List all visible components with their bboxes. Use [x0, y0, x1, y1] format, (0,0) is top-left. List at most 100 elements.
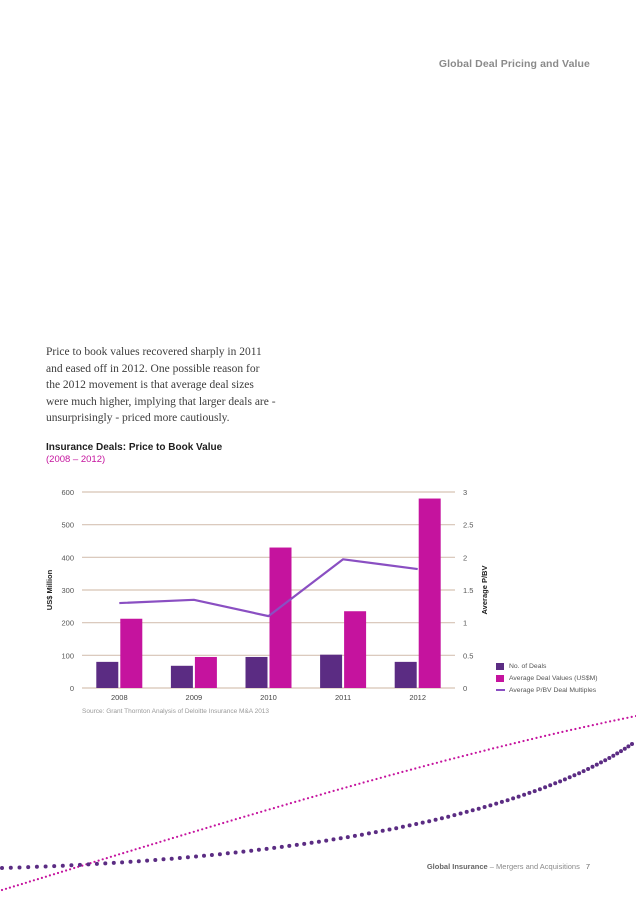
- y-tick-label: 100: [61, 651, 74, 660]
- purple-decorative-dot: [264, 846, 269, 851]
- purple-decorative-dot: [103, 861, 108, 866]
- pink-decorative-dot: [591, 724, 594, 727]
- purple-decorative-dot: [630, 742, 634, 746]
- purple-decorative-dot: [136, 859, 141, 864]
- purple-decorative-dot: [488, 803, 493, 808]
- purple-decorative-dot: [548, 783, 553, 788]
- purple-decorative-dot: [470, 808, 475, 813]
- bar-average-deal-value: [344, 611, 367, 688]
- pink-decorative-dot: [180, 834, 183, 837]
- pink-decorative-dot: [209, 825, 212, 828]
- pink-decorative-dot: [440, 760, 443, 763]
- y-tick-label: 0: [70, 684, 74, 693]
- pink-decorative-dot: [513, 742, 516, 745]
- pink-decorative-dot: [336, 788, 339, 791]
- pink-decorative-dot: [414, 767, 417, 770]
- pink-decorative-dot: [146, 844, 150, 847]
- pink-decorative-dot: [48, 874, 52, 877]
- page-header-title: Global Deal Pricing and Value: [438, 58, 590, 70]
- y2-tick-label: 0: [463, 684, 467, 693]
- pink-decorative-dot: [69, 868, 72, 871]
- legend-swatch-values: [496, 674, 504, 682]
- pink-decorative-dot: [552, 732, 555, 736]
- pink-decorative-dot: [600, 722, 603, 725]
- purple-decorative-dot: [464, 809, 469, 814]
- pink-decorative-dot: [328, 791, 331, 794]
- footer-separator: –: [487, 862, 497, 871]
- y-axis-label: US$ Million: [45, 569, 54, 610]
- purple-decorative-dot: [420, 820, 425, 825]
- purple-decorative-dot: [586, 767, 591, 771]
- x-tick-label: 2009: [186, 693, 203, 702]
- purple-decorative-dot: [433, 817, 438, 822]
- purple-decorative-dot: [615, 751, 620, 756]
- bar-average-deal-value: [194, 656, 217, 688]
- purple-decorative-dot: [511, 796, 516, 801]
- purple-decorative-dot: [607, 756, 612, 760]
- pink-decorative-dot: [358, 782, 361, 785]
- pink-decorative-dot: [138, 847, 141, 850]
- purple-decorative-dot: [86, 862, 91, 867]
- purple-decorative-dot: [522, 792, 527, 797]
- y-tick-label: 600: [61, 488, 74, 497]
- pink-decorative-dot: [531, 737, 534, 741]
- pink-decorative-dot: [535, 736, 538, 740]
- pink-decorative-dot: [28, 880, 31, 883]
- pink-decorative-dot: [604, 721, 607, 724]
- pink-decorative-dot: [294, 800, 297, 804]
- pink-decorative-dot: [466, 753, 469, 757]
- pink-decorative-dot: [345, 786, 348, 789]
- x-tick-label: 2010: [260, 693, 277, 702]
- purple-decorative-dot: [553, 781, 558, 786]
- purple-decorative-dot: [387, 827, 392, 832]
- pink-decorative-dot: [251, 813, 254, 816]
- purple-decorative-dot: [209, 853, 214, 857]
- pink-decorative-dot: [422, 765, 425, 768]
- bar-no-of-deals: [245, 656, 268, 688]
- legend-item-deals: No. of Deals: [496, 660, 598, 672]
- pink-decorative-dot: [613, 719, 616, 722]
- pink-decorative-dot: [341, 787, 344, 790]
- purple-decorative-dot: [77, 862, 82, 867]
- y2-tick-label: 1.5: [463, 586, 473, 595]
- pink-decorative-dot: [405, 769, 408, 772]
- line-average-pbv-multiples: [119, 558, 418, 618]
- purple-decorative-dot: [241, 849, 246, 854]
- pink-decorative-dot: [544, 734, 547, 738]
- purple-decorative-dot: [331, 837, 336, 842]
- pink-decorative-dot: [366, 780, 369, 783]
- purple-decorative-dot: [60, 863, 65, 868]
- purple-decorative-dot: [558, 779, 563, 784]
- pink-decorative-dot: [101, 858, 104, 861]
- pink-decorative-dot: [548, 733, 551, 737]
- pink-decorative-dot: [392, 773, 395, 776]
- purple-decorative-dot: [256, 847, 261, 852]
- purple-decorative-dot: [446, 814, 451, 819]
- pink-decorative-dot: [188, 831, 191, 835]
- pink-decorative-dot: [247, 814, 250, 817]
- y2-tick-label: 1: [463, 619, 467, 628]
- purple-decorative-dot: [494, 801, 499, 806]
- pink-decorative-dot: [8, 886, 11, 889]
- x-tick-label: 2011: [335, 693, 351, 702]
- purple-decorative-dot: [8, 865, 13, 870]
- pink-decorative-dot: [222, 821, 225, 825]
- pink-decorative-dot: [587, 725, 590, 728]
- purple-decorative-dot: [185, 855, 190, 860]
- y2-tick-label: 2: [463, 553, 467, 562]
- bar-average-deal-value: [418, 498, 441, 688]
- bar-no-of-deals: [96, 661, 119, 688]
- pink-decorative-dot: [113, 854, 117, 857]
- pink-decorative-dot: [509, 743, 512, 746]
- pink-decorative-dot: [24, 881, 27, 884]
- y-tick-label: 300: [61, 586, 74, 595]
- pink-decorative-dot: [487, 748, 490, 751]
- purple-decorative-dot: [324, 838, 329, 843]
- pink-decorative-dot: [431, 762, 434, 766]
- purple-decorative-dot: [94, 861, 99, 866]
- pink-decorative-dot: [444, 759, 447, 762]
- pink-decorative-dot: [349, 785, 352, 788]
- pink-decorative-dot: [73, 866, 76, 870]
- purple-decorative-dot: [287, 843, 292, 848]
- pink-decorative-dot: [583, 725, 586, 729]
